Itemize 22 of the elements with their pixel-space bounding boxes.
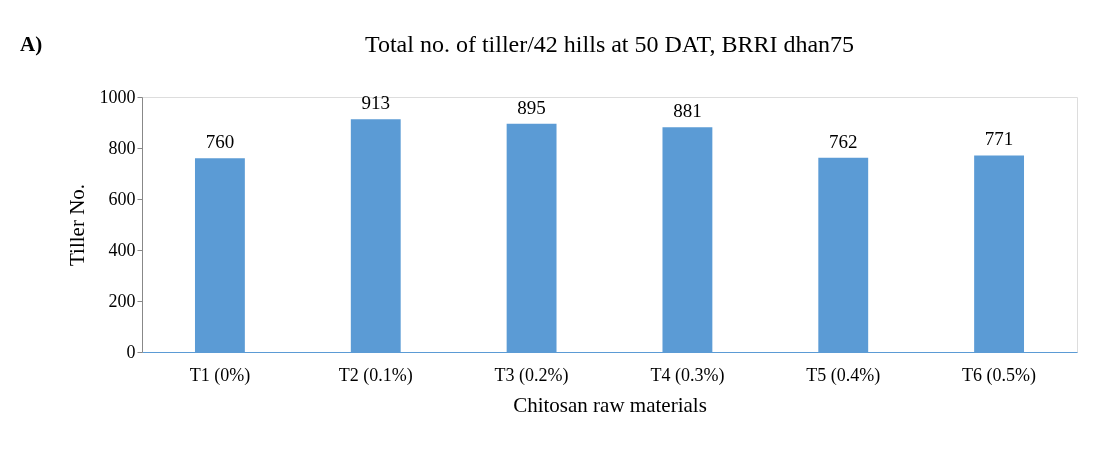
data-label: 913 [361,92,390,114]
y-tick-label: 800 [108,137,136,158]
x-tick-label: T1 (0%) [189,364,251,386]
y-tick-label: 200 [108,290,136,311]
y-tick-label: 1000 [99,86,136,107]
y-tick-label: 400 [108,239,136,260]
y-tick-label: 600 [108,188,136,209]
x-tick-label: T3 (0.2%) [494,364,569,386]
x-tick-label: T2 (0.1%) [338,364,413,386]
data-label: 771 [984,128,1014,150]
data-label: 760 [205,131,235,153]
x-axis-title: Chitosan raw materials [513,392,707,417]
text: A) [20,32,43,56]
x-tick-label: T5 (0.4%) [806,364,881,386]
y-tick-label: 0 [126,341,136,362]
data-label: 881 [673,100,702,122]
y-axis-title: Tiller No. [64,183,89,267]
x-tick-label: T4 (0.3%) [650,364,725,386]
data-label: 895 [517,96,546,118]
chart-title: Total no. of tiller/42 hills at 50 DAT, BRRI dhan75 [364,31,855,57]
data-label: 762 [829,130,858,152]
x-tick-label: T6 (0.5%) [962,364,1037,386]
